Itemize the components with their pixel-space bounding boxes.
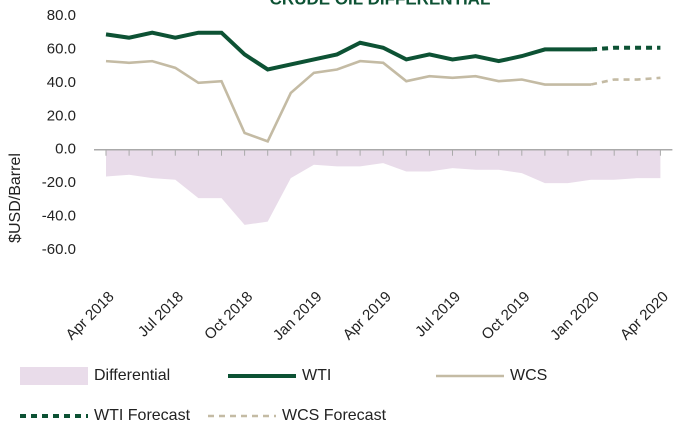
y-tick-label: 20.0 bbox=[47, 107, 76, 124]
legend-label: WTI bbox=[302, 367, 331, 384]
x-tick-label: Oct 2019 bbox=[478, 288, 533, 343]
series-line bbox=[590, 45, 661, 52]
y-tick-label: 80.0 bbox=[47, 7, 76, 24]
y-tick-label: 0.0 bbox=[55, 141, 76, 158]
x-tick-label: Jul 2018 bbox=[135, 288, 187, 340]
series-line bbox=[105, 30, 592, 72]
x-tick-label: Jul 2019 bbox=[412, 288, 464, 340]
legend-swatch bbox=[20, 367, 88, 385]
y-tick-label: 60.0 bbox=[47, 40, 76, 57]
legend-label: Differential bbox=[94, 367, 170, 384]
x-tick-label: Apr 2020 bbox=[617, 288, 672, 343]
x-tick-label: Apr 2018 bbox=[63, 288, 118, 343]
x-tick-label: Apr 2019 bbox=[340, 288, 395, 343]
y-tick-label: -60.0 bbox=[42, 241, 76, 258]
x-tick-label: Oct 2018 bbox=[201, 288, 256, 343]
x-tick-label: Jan 2020 bbox=[547, 288, 603, 344]
legend-label: WTI Forecast bbox=[94, 407, 191, 424]
series-line bbox=[105, 59, 592, 143]
differential-area bbox=[106, 149, 661, 225]
y-tick-label: -40.0 bbox=[42, 208, 76, 225]
y-tick-label: 40.0 bbox=[47, 74, 76, 91]
legend-label: WCS bbox=[510, 367, 547, 384]
y-axis-label: $USD/Barrel bbox=[7, 153, 24, 243]
legend-label: WCS Forecast bbox=[282, 407, 387, 424]
x-tick-label: Jan 2019 bbox=[270, 288, 326, 344]
series-line bbox=[590, 76, 661, 86]
chart-title: CRUDE OIL DIFFERENTIAL bbox=[270, 0, 491, 8]
y-tick-label: -20.0 bbox=[42, 174, 76, 191]
